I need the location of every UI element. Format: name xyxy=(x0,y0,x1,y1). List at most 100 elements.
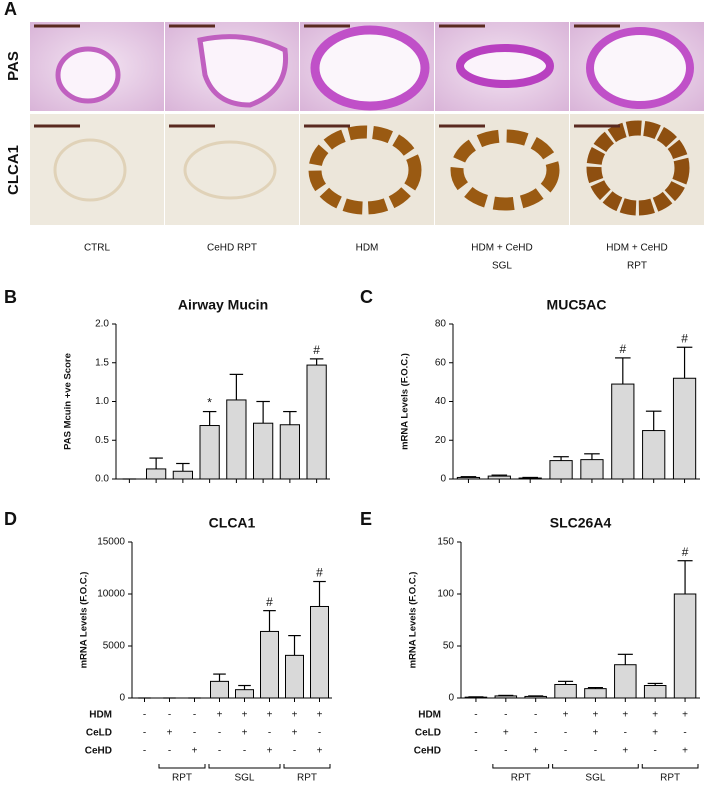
y-tick-label: 5000 xyxy=(103,641,126,652)
bar xyxy=(226,399,247,480)
significance-mark: # xyxy=(316,566,323,580)
chart-title: SLC26A4 xyxy=(550,515,612,531)
column-label: CTRL xyxy=(84,243,111,254)
treatment-label: HDM xyxy=(89,710,112,721)
group-bracket xyxy=(552,764,639,769)
treatment-sign: - xyxy=(654,746,657,757)
treatment-sign: - xyxy=(143,728,146,739)
y-tick-label: 60 xyxy=(435,357,447,368)
bar xyxy=(549,460,573,480)
treatment-sign: + xyxy=(167,728,173,739)
treatment-label: HDM xyxy=(418,710,441,721)
treatment-sign: - xyxy=(474,728,477,739)
treatment-sign: + xyxy=(317,710,323,721)
panel-letter: C xyxy=(360,287,373,307)
treatment-sign: + xyxy=(652,728,658,739)
column-label: HDM xyxy=(356,243,379,254)
airway xyxy=(308,125,422,215)
bar xyxy=(285,654,304,699)
treatment-sign: - xyxy=(243,746,246,757)
y-axis-label: mRNA Levels (F.O.C.) xyxy=(408,572,419,669)
treatment-sign: + xyxy=(292,710,298,721)
column-label: HDM + CeHD xyxy=(471,243,532,254)
treatment-label: CeHD xyxy=(414,746,441,757)
bar xyxy=(145,468,167,480)
treatment-sign: - xyxy=(143,746,146,757)
treatment-sign: - xyxy=(143,710,146,721)
treatment-sign: + xyxy=(593,728,599,739)
treatment-sign: - xyxy=(624,728,627,739)
micrographs xyxy=(30,22,704,225)
bar xyxy=(611,383,635,480)
airway xyxy=(183,140,277,200)
airway xyxy=(450,129,560,211)
bar xyxy=(554,683,577,699)
treatment-sign: - xyxy=(218,746,221,757)
bar xyxy=(310,605,329,699)
group-label: SGL xyxy=(234,773,254,784)
column-label: CeHD RPT xyxy=(207,243,257,254)
bar xyxy=(210,680,229,699)
chart-title: CLCA1 xyxy=(209,515,256,531)
panel-letter: D xyxy=(4,509,17,529)
row-label: PAS xyxy=(5,51,22,81)
group-label: RPT xyxy=(660,773,680,784)
treatment-sign: + xyxy=(533,746,539,757)
treatment-label: CeHD xyxy=(85,746,112,757)
treatment-sign: - xyxy=(504,746,507,757)
bar xyxy=(584,688,607,699)
treatment-sign: + xyxy=(622,746,628,757)
y-tick-label: 10000 xyxy=(97,589,125,600)
significance-mark: # xyxy=(681,331,688,345)
clca1-image xyxy=(165,114,299,225)
y-tick-label: 1.0 xyxy=(95,396,109,407)
treatment-sign: - xyxy=(683,728,686,739)
bar xyxy=(279,424,301,480)
y-tick-label: 15000 xyxy=(97,537,125,548)
group-bracket xyxy=(208,764,281,769)
airway xyxy=(55,46,121,104)
significance-mark: # xyxy=(619,342,626,356)
treatment-sign: - xyxy=(318,728,321,739)
treatment-sign: - xyxy=(564,728,567,739)
panel-letter: B xyxy=(4,287,17,307)
bar xyxy=(487,475,511,480)
group-label: RPT xyxy=(297,773,317,784)
bar xyxy=(172,470,194,480)
scale-bars xyxy=(34,24,620,128)
bar xyxy=(252,422,274,480)
y-axis-label: PAS Mcuin +ve Score xyxy=(63,353,74,450)
y-tick-label: 40 xyxy=(435,396,447,407)
y-tick-label: 0.0 xyxy=(95,474,109,485)
treatment-sign: - xyxy=(193,710,196,721)
significance-mark: # xyxy=(266,595,273,609)
y-tick-label: 20 xyxy=(435,435,447,446)
treatment-sign: + xyxy=(652,710,658,721)
clca1-image xyxy=(30,114,164,225)
bar xyxy=(235,689,254,699)
treatment-sign: + xyxy=(292,728,298,739)
group-bracket xyxy=(158,764,206,769)
airway xyxy=(586,120,690,216)
bar xyxy=(672,377,697,480)
y-tick-label: 100 xyxy=(437,589,454,600)
chart-title: MUC5AC xyxy=(547,297,607,313)
significance-mark: # xyxy=(682,545,689,559)
y-tick-label: 150 xyxy=(437,537,454,548)
treatment-sign: - xyxy=(504,710,507,721)
bar xyxy=(494,695,518,699)
y-tick-label: 0 xyxy=(119,693,125,704)
treatment-sign: + xyxy=(682,746,688,757)
treatment-sign: - xyxy=(218,728,221,739)
treatment-label: CeLD xyxy=(86,728,112,739)
bar xyxy=(643,685,667,699)
bar xyxy=(580,459,604,480)
bar xyxy=(524,695,547,699)
bar xyxy=(306,364,327,480)
bar xyxy=(260,630,279,699)
airway xyxy=(586,27,694,109)
treatment-sign: - xyxy=(594,746,597,757)
airway xyxy=(197,34,289,108)
significance-mark: # xyxy=(313,343,320,357)
treatment-sign: + xyxy=(242,728,248,739)
